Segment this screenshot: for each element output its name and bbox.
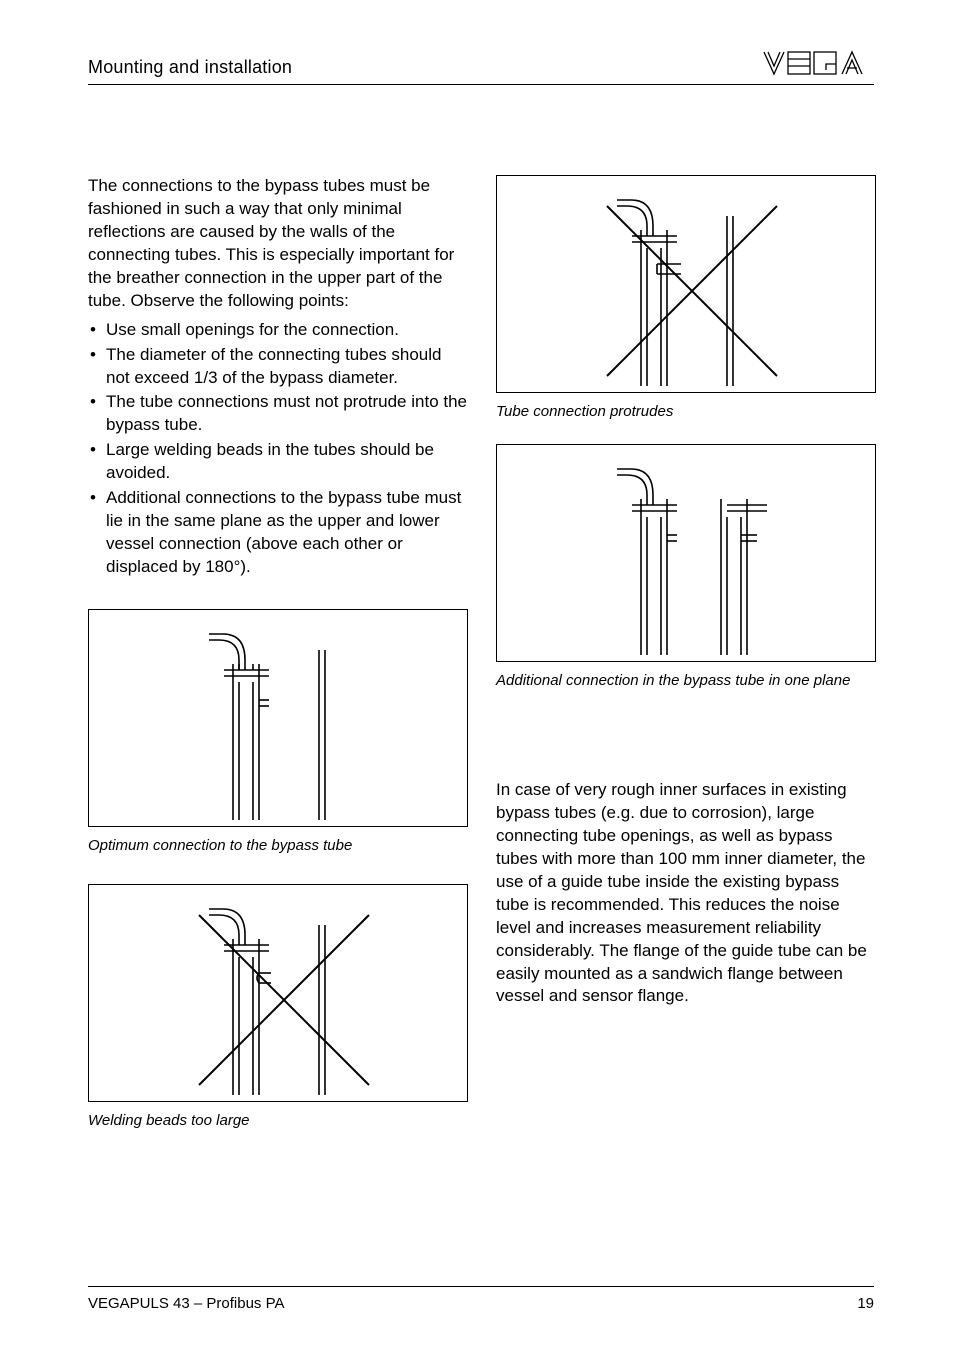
figure-caption: Optimum connection to the bypass tube [88, 837, 468, 854]
figure-caption: Welding beads too large [88, 1112, 468, 1129]
list-item: Use small openings for the connection. [88, 319, 468, 342]
footer-left: VEGAPULS 43 – Profibus PA [88, 1295, 285, 1312]
right-column: Tube connection protrudes [496, 175, 876, 1129]
page-footer: VEGAPULS 43 – Profibus PA 19 [88, 1286, 874, 1312]
list-item: The diameter of the connecting tubes sho… [88, 344, 468, 390]
left-column: The connections to the bypass tubes must… [88, 175, 468, 1129]
section-title: Mounting and installation [88, 57, 292, 78]
figure-welding-beads [88, 884, 468, 1102]
guide-tube-paragraph: In case of very rough inner surfaces in … [496, 779, 876, 1008]
figure-caption: Additional connection in the bypass tube… [496, 672, 876, 689]
page: Mounting and installation [0, 0, 954, 1352]
intro-paragraph: The connections to the bypass tubes must… [88, 175, 468, 313]
page-header: Mounting and installation [88, 48, 874, 85]
figure-optimum-connection [88, 609, 468, 827]
list-item: Large welding beads in the tubes should … [88, 439, 468, 485]
page-number: 19 [857, 1295, 874, 1312]
bullet-list: Use small openings for the connection. T… [88, 319, 468, 579]
vega-logo [762, 48, 874, 78]
figure-tube-protrudes [496, 175, 876, 393]
figure-caption: Tube connection protrudes [496, 403, 876, 420]
list-item: The tube connections must not protrude i… [88, 391, 468, 437]
spacer [496, 689, 876, 779]
content-columns: The connections to the bypass tubes must… [88, 175, 874, 1129]
list-item: Additional connections to the bypass tub… [88, 487, 468, 579]
figure-additional-connection [496, 444, 876, 662]
